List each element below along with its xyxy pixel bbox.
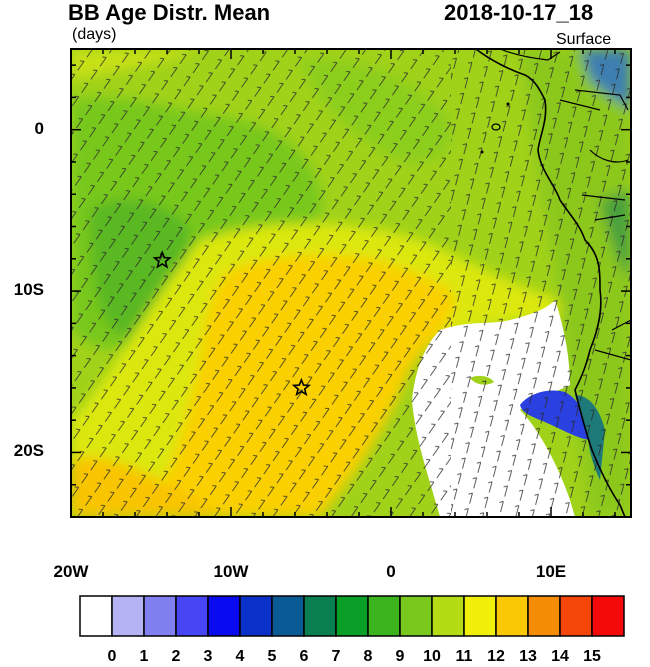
colorbar-label: 12 — [487, 648, 505, 665]
colorbar-box — [303, 595, 337, 637]
y-tick-label: 10S — [13, 280, 44, 300]
map-plot — [70, 48, 632, 518]
x-tick-label: 10W — [213, 562, 249, 581]
colorbar-box — [527, 595, 561, 637]
island-annobon — [480, 150, 484, 154]
colorbar-box — [271, 595, 305, 637]
wind-barbs-west — [71, 49, 451, 517]
colorbar-label: 3 — [203, 648, 213, 665]
colorbar-box — [175, 595, 209, 637]
colorbar-box — [591, 595, 625, 637]
colorbar-label: 4 — [235, 648, 245, 665]
x-tick-label: 0 — [386, 562, 396, 581]
x-tick-label: 10E — [535, 562, 567, 581]
age-field — [71, 49, 631, 517]
colorbar-label: 1 — [139, 648, 149, 665]
colorbar-label: 13 — [519, 648, 537, 665]
map-frame — [70, 48, 632, 518]
datetime-label: 2018-10-17_18 — [444, 0, 594, 25]
colorbar-box — [367, 595, 401, 637]
colorbar-label: 0 — [107, 648, 117, 665]
coastline — [475, 49, 626, 517]
colorbar-box — [463, 595, 497, 637]
colorbar-label: 11 — [455, 648, 473, 665]
colorbar-box — [335, 595, 369, 637]
colorbar-box — [207, 595, 241, 637]
colorbar-box — [79, 595, 113, 637]
country-borders — [499, 49, 631, 361]
colorbar-box — [559, 595, 593, 637]
axis-ticks — [70, 49, 631, 518]
colorbar — [79, 595, 625, 637]
colorbar-label: 2 — [171, 648, 181, 665]
wind-barbs-east — [451, 49, 631, 517]
star-marker-south — [291, 377, 312, 397]
colorbar-label: 9 — [395, 648, 405, 665]
colorbar-box — [111, 595, 145, 637]
x-tick-label: 20W — [53, 562, 89, 581]
colorbar-label: 10 — [423, 648, 441, 665]
colorbar-label: 6 — [299, 648, 309, 665]
colorbar-box — [399, 595, 433, 637]
colorbar-label: 15 — [583, 648, 601, 665]
y-tick-label: 0 — [34, 118, 44, 138]
markers — [152, 250, 312, 397]
star-marker-north — [152, 250, 172, 269]
colorbar-label: 14 — [551, 648, 569, 665]
colorbar-box — [495, 595, 529, 637]
colorbar-box — [239, 595, 273, 637]
colorbar-box — [143, 595, 177, 637]
island-sao-tome — [491, 123, 501, 131]
island-principe — [506, 102, 510, 106]
level-label: Surface — [556, 31, 612, 48]
colorbar-label: 8 — [363, 648, 373, 665]
colorbar-label: 5 — [267, 648, 277, 665]
units-label: (days) — [72, 26, 117, 43]
colorbar-label: 7 — [331, 648, 341, 665]
y-tick-label: 20S — [13, 441, 44, 461]
plot-title: BB Age Distr. Mean — [68, 0, 271, 25]
colorbar-box — [431, 595, 465, 637]
